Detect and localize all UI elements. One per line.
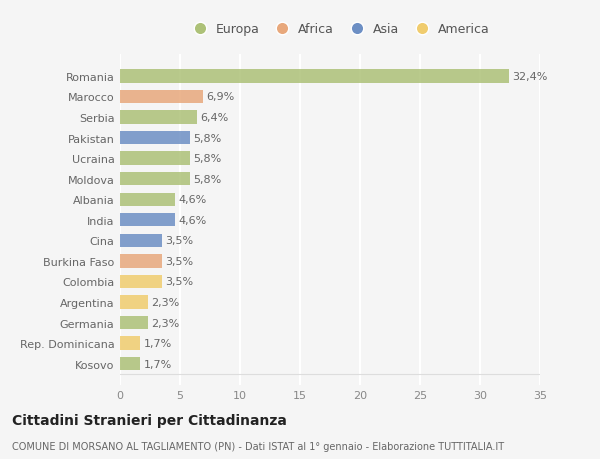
Text: 4,6%: 4,6% bbox=[179, 215, 207, 225]
Text: 3,5%: 3,5% bbox=[166, 236, 194, 246]
Bar bbox=[120, 213, 175, 227]
Bar bbox=[120, 234, 162, 247]
Text: 1,7%: 1,7% bbox=[144, 338, 172, 348]
Bar bbox=[120, 337, 140, 350]
Bar bbox=[120, 316, 148, 330]
Text: 5,8%: 5,8% bbox=[193, 133, 221, 143]
Text: 32,4%: 32,4% bbox=[512, 72, 548, 82]
Text: 5,8%: 5,8% bbox=[193, 174, 221, 185]
Bar bbox=[120, 193, 175, 207]
Text: 5,8%: 5,8% bbox=[193, 154, 221, 164]
Text: Cittadini Stranieri per Cittadinanza: Cittadini Stranieri per Cittadinanza bbox=[12, 414, 287, 428]
Bar bbox=[120, 132, 190, 145]
Bar bbox=[120, 90, 203, 104]
Bar bbox=[120, 275, 162, 289]
Text: 2,3%: 2,3% bbox=[151, 297, 179, 308]
Bar bbox=[120, 255, 162, 268]
Text: 6,4%: 6,4% bbox=[200, 113, 229, 123]
Legend: Europa, Africa, Asia, America: Europa, Africa, Asia, America bbox=[182, 18, 495, 41]
Text: 2,3%: 2,3% bbox=[151, 318, 179, 328]
Text: 1,7%: 1,7% bbox=[144, 359, 172, 369]
Text: COMUNE DI MORSANO AL TAGLIAMENTO (PN) - Dati ISTAT al 1° gennaio - Elaborazione : COMUNE DI MORSANO AL TAGLIAMENTO (PN) - … bbox=[12, 441, 504, 451]
Bar bbox=[120, 296, 148, 309]
Bar bbox=[120, 357, 140, 370]
Text: 3,5%: 3,5% bbox=[166, 277, 194, 287]
Bar bbox=[120, 70, 509, 84]
Text: 4,6%: 4,6% bbox=[179, 195, 207, 205]
Bar bbox=[120, 111, 197, 124]
Bar bbox=[120, 152, 190, 165]
Text: 3,5%: 3,5% bbox=[166, 256, 194, 266]
Bar bbox=[120, 173, 190, 186]
Text: 6,9%: 6,9% bbox=[206, 92, 235, 102]
